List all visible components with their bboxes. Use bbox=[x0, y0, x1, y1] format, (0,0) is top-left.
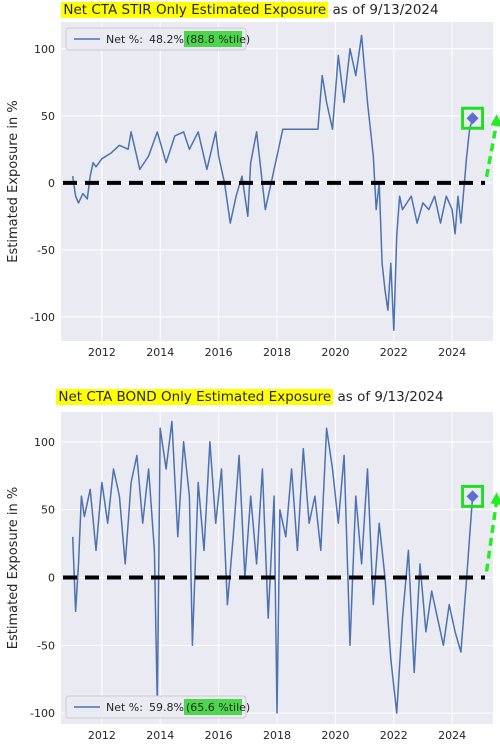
y-tick-label: 100 bbox=[34, 43, 55, 56]
x-tick-label: 2016 bbox=[205, 346, 233, 359]
chart-stir: 2012 2014 2016 2018 2020 2022 2024 100 50 0 -50 -10… bbox=[6, 22, 500, 359]
chart-title-rest: as of 9/13/2024 bbox=[337, 389, 444, 405]
last-point-marker bbox=[466, 112, 479, 125]
x-tick-label: 2012 bbox=[88, 729, 116, 742]
chart-bond: 2012 2014 2016 2018 2020 2022 2024 100 50 0 -50 -10… bbox=[6, 412, 500, 742]
y-axis-label: Estimated Exposure in % bbox=[6, 487, 21, 649]
legend-label: Net %: bbox=[106, 701, 143, 714]
chart-title-highlight: Net CTA BOND Only Estimated Exposure bbox=[56, 389, 334, 405]
legend-percentile-highlight bbox=[184, 699, 242, 715]
y-tick-label: -100 bbox=[30, 311, 55, 324]
y-tick-label: 0 bbox=[48, 571, 55, 584]
x-tick-label: 2014 bbox=[146, 729, 174, 742]
series-line bbox=[71, 420, 474, 714]
x-tick-label: 2022 bbox=[380, 729, 408, 742]
legend-value: 48.2% bbox=[149, 33, 184, 46]
x-tick-label: 2014 bbox=[146, 346, 174, 359]
trend-arrow-head bbox=[490, 492, 500, 505]
legend-value: 59.8% bbox=[149, 701, 184, 714]
legend-percentile: (88.8 %tile) bbox=[186, 33, 250, 46]
last-point-highlight-box bbox=[461, 484, 485, 508]
y-tick-label: -100 bbox=[30, 707, 55, 720]
x-tick-label: 2012 bbox=[88, 346, 116, 359]
y-tick-label: 50 bbox=[41, 504, 55, 517]
chart-title: Net CTA BOND Only Estimated Exposure as … bbox=[0, 389, 500, 405]
y-tick-label: 50 bbox=[41, 110, 55, 123]
y-tick-label: 0 bbox=[48, 177, 55, 190]
chart-title-highlight: Net CTA STIR Only Estimated Exposure bbox=[61, 2, 329, 18]
x-tick-label: 2020 bbox=[321, 346, 349, 359]
chart-title: Net CTA STIR Only Estimated Exposure as … bbox=[0, 2, 500, 18]
x-tick-label: 2020 bbox=[321, 729, 349, 742]
y-tick-label: -50 bbox=[37, 639, 55, 652]
x-tick-label: 2022 bbox=[380, 346, 408, 359]
trend-arrow bbox=[484, 501, 499, 572]
x-tick-label: 2018 bbox=[263, 729, 291, 742]
series-line bbox=[71, 34, 474, 332]
chart-panel-bond: Net CTA BOND Only Estimated Exposure as … bbox=[0, 384, 500, 753]
y-tick-label: -50 bbox=[37, 244, 55, 257]
legend-percentile: (65.6 %tile) bbox=[186, 701, 250, 714]
y-axis-label: Estimated Exposure in % bbox=[6, 100, 21, 262]
x-tick-label: 2024 bbox=[438, 346, 466, 359]
y-tick-label: 100 bbox=[34, 436, 55, 449]
x-tick-label: 2018 bbox=[263, 346, 291, 359]
chart-title-rest: as of 9/13/2024 bbox=[332, 2, 439, 18]
last-point-marker bbox=[466, 490, 479, 503]
chart-panel-stir: Net CTA STIR Only Estimated Exposure as … bbox=[0, 0, 500, 376]
last-point-highlight-box bbox=[461, 106, 485, 130]
x-tick-label: 2024 bbox=[438, 729, 466, 742]
trend-arrow-head bbox=[490, 114, 500, 127]
trend-arrow bbox=[484, 122, 499, 178]
legend-label: Net %: bbox=[106, 33, 143, 46]
x-tick-label: 2016 bbox=[205, 729, 233, 742]
legend-percentile-highlight bbox=[184, 31, 242, 47]
